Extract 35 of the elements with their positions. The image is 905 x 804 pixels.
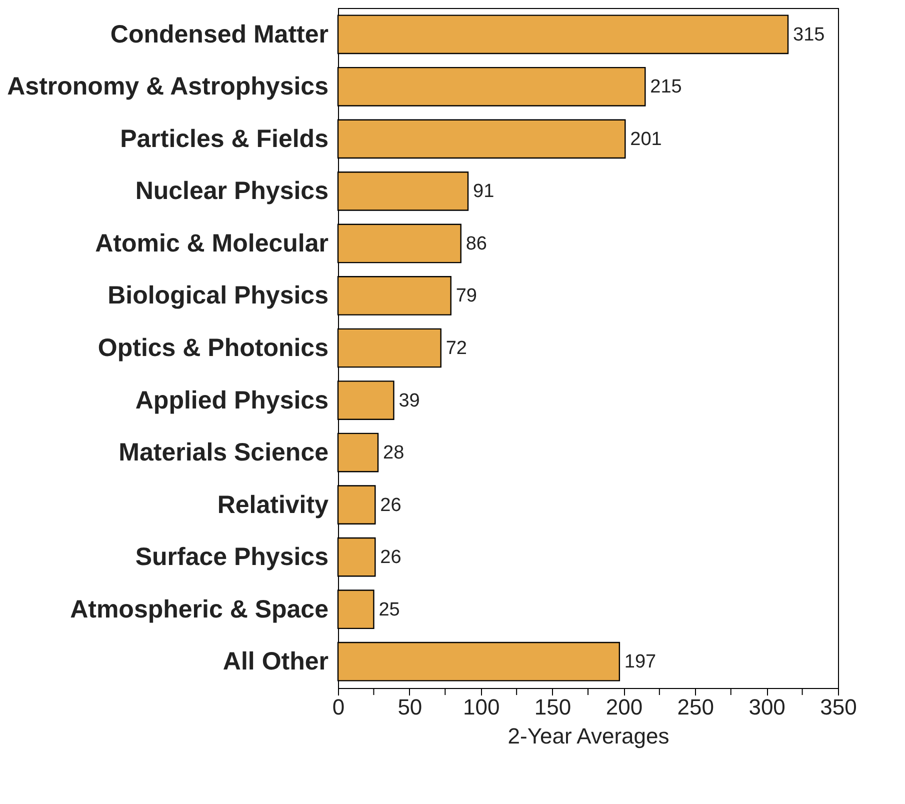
data-label: 91 xyxy=(473,181,494,202)
y-tick-label: Astronomy & Astrophysics xyxy=(7,72,328,101)
y-tick-label: Surface Physics xyxy=(135,543,328,572)
data-label: 26 xyxy=(380,547,402,568)
x-tick-label: 350 xyxy=(820,694,857,720)
x-tick-label: 300 xyxy=(748,694,786,720)
data-label: 79 xyxy=(456,286,477,307)
y-tick-label: Relativity xyxy=(217,490,329,519)
y-tick-label: Condensed Matter xyxy=(110,20,329,48)
y-tick-label: Materials Science xyxy=(118,438,329,467)
data-label: 39 xyxy=(398,390,420,412)
data-label: 201 xyxy=(630,128,662,150)
x-tick-label: 150 xyxy=(534,694,572,720)
y-tick-label: Optics & Photonics xyxy=(98,334,328,362)
y-tick-label: Biological Physics xyxy=(108,282,328,310)
y-tick-label: Applied Physics xyxy=(135,386,328,414)
y-tick-label: Particles & Fields xyxy=(120,124,328,153)
data-label: 28 xyxy=(383,442,404,464)
data-label: 197 xyxy=(624,652,656,673)
x-tick-label: 200 xyxy=(606,694,643,720)
y-tick-label: Atmospheric & Space xyxy=(70,595,329,624)
data-label: 215 xyxy=(650,76,682,98)
y-tick-label: Atomic & Molecular xyxy=(95,229,329,258)
data-label: 72 xyxy=(446,338,467,359)
x-tick-label: 50 xyxy=(398,694,422,720)
data-label: 25 xyxy=(378,599,400,620)
x-tick-label: 100 xyxy=(463,694,500,720)
data-label: 86 xyxy=(466,233,487,254)
y-tick-label: All Other xyxy=(222,648,329,676)
data-label: 26 xyxy=(380,494,402,516)
data-label: 315 xyxy=(793,24,825,46)
x-tick-label: 0 xyxy=(332,694,345,720)
y-tick-label: Nuclear Physics xyxy=(135,177,328,206)
x-tick-label: 250 xyxy=(677,694,714,720)
x-axis-title: 2-Year Averages xyxy=(508,724,670,748)
